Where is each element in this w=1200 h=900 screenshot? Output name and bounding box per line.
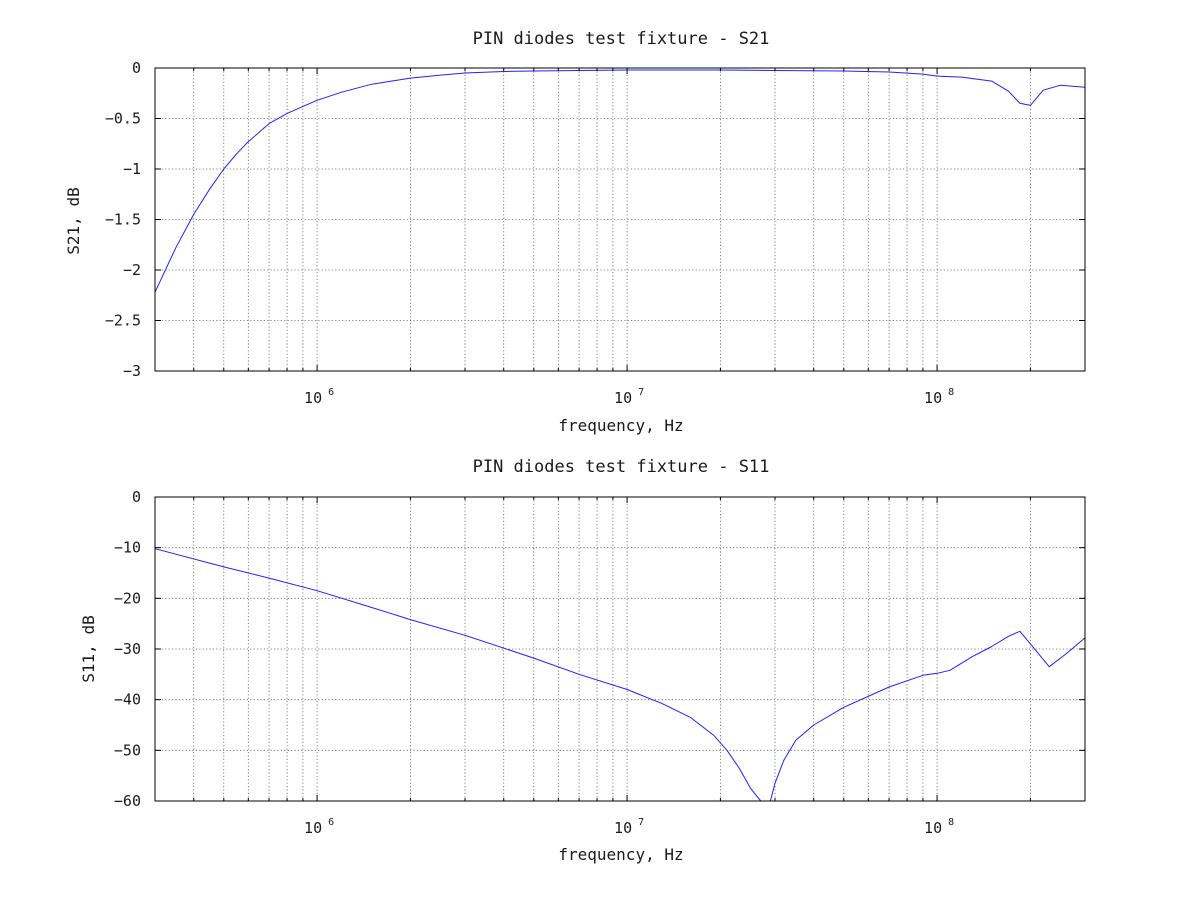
grid	[155, 497, 1085, 801]
y-tick-label: −40	[114, 691, 141, 709]
x-tick-label-exponent: 7	[638, 817, 644, 828]
x-tick-label: 10	[614, 389, 632, 407]
y-tick-label: −2	[123, 261, 141, 279]
x-axis-label: frequency, Hz	[558, 845, 683, 864]
x-tick-label: 10	[304, 819, 322, 837]
y-tick-label: 0	[132, 59, 141, 77]
y-tick-label: −10	[114, 539, 141, 557]
x-tick-labels: 10 6 10 7 10 8	[304, 817, 954, 837]
grid	[155, 68, 1085, 371]
plot-s21: PIN diodes test fixture - S21 0 −0.5 −1 −1.…	[64, 29, 1086, 435]
y-tick-label: −30	[114, 640, 141, 658]
y-tick-label: −60	[114, 792, 141, 810]
ticks	[155, 67, 1085, 372]
y-tick-label: −1.5	[105, 211, 141, 229]
s21-series-line	[154, 69, 1086, 293]
y-tick-label: 0	[132, 488, 141, 506]
y-tick-label: −1	[123, 160, 141, 178]
x-tick-label-exponent: 6	[328, 387, 334, 398]
chart-title: PIN diodes test fixture - S11	[473, 457, 770, 477]
x-tick-label: 10	[304, 389, 322, 407]
s11-series-line	[154, 548, 1086, 802]
y-tick-labels: 0 −0.5 −1 −1.5 −2 −2.5 −3	[105, 59, 141, 380]
y-tick-label: −0.5	[105, 110, 141, 128]
y-tick-label: −20	[114, 589, 141, 607]
x-tick-label-exponent: 8	[948, 817, 954, 828]
x-tick-labels: 10 6 10 7 10 8	[304, 387, 954, 407]
x-axis-label: frequency, Hz	[558, 416, 683, 435]
x-tick-label: 10	[924, 389, 942, 407]
y-axis-label: S21, dB	[64, 187, 83, 254]
chart-title: PIN diodes test fixture - S21	[473, 29, 770, 49]
x-tick-label-exponent: 8	[948, 387, 954, 398]
x-tick-label: 10	[924, 819, 942, 837]
x-tick-label-exponent: 6	[328, 817, 334, 828]
y-tick-labels: 0 −10 −20 −30 −40 −50 −60	[114, 488, 141, 810]
y-tick-label: −2.5	[105, 312, 141, 330]
y-tick-label: −3	[123, 362, 141, 380]
y-tick-label: −50	[114, 741, 141, 759]
x-tick-label-exponent: 7	[638, 387, 644, 398]
y-axis-label: S11, dB	[79, 615, 98, 682]
x-tick-label: 10	[614, 819, 632, 837]
ticks	[155, 496, 1085, 802]
plot-s11: PIN diodes test fixture - S11 0 −10 −20 −30…	[79, 457, 1086, 864]
